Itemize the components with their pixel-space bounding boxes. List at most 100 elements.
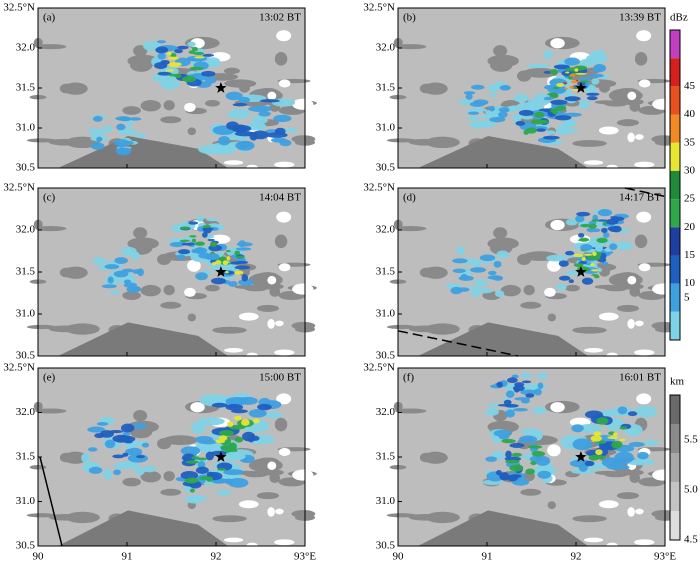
colorbar-segment: [670, 283, 680, 312]
terrain: [140, 284, 161, 297]
radar-echo: [505, 459, 520, 464]
radar-echo: [513, 407, 528, 412]
radar-echo: [572, 438, 593, 451]
radar-echo: [132, 423, 147, 430]
radar-echo: [581, 277, 594, 285]
x-tick-label: 91: [482, 551, 493, 563]
colorbar-segment: [670, 311, 680, 340]
radar-echo: [505, 450, 512, 459]
terrain: [59, 267, 73, 278]
radar-echo: [101, 284, 117, 289]
radar-echo: [632, 458, 655, 464]
terrain: [386, 513, 417, 518]
radar-echo: [593, 431, 601, 437]
radar-echo: [496, 250, 509, 259]
radar-echo: [532, 406, 547, 414]
snow: [278, 263, 291, 272]
y-tick-label: 31.0: [376, 495, 396, 507]
radar-echo: [87, 426, 106, 433]
radar-echo: [252, 418, 260, 424]
radar-echo: [507, 377, 518, 384]
y-tick-label: 31.0: [376, 122, 396, 134]
colorbar-tick-label: 5.0: [684, 484, 698, 496]
snow: [606, 164, 618, 170]
radar-echo: [521, 380, 532, 384]
terrain: [386, 324, 417, 330]
snow: [627, 132, 635, 143]
y-tick-label: 31.5: [16, 82, 36, 94]
terrain: [493, 227, 508, 239]
radar-echo: [220, 445, 231, 451]
snow: [223, 348, 244, 353]
radar-echo: [125, 141, 134, 145]
radar-echo: [591, 78, 600, 85]
radar-echo: [479, 254, 496, 262]
radar-echo: [88, 447, 98, 452]
solid-line: [39, 456, 63, 547]
terrain: [234, 284, 260, 289]
radar-echo: [569, 86, 575, 89]
panel-time: 14:17 BT: [619, 192, 661, 204]
radar-echo: [533, 388, 542, 396]
radar-echo: [597, 209, 613, 217]
radar-echo: [577, 239, 589, 242]
x-tick-label: 92: [571, 551, 582, 563]
radar-echo: [279, 139, 292, 147]
radar-echo: [180, 470, 199, 480]
y-tick-label: 32.0: [16, 224, 36, 236]
radar-echo: [168, 73, 178, 77]
radar-echo: [580, 243, 593, 251]
radar-echo: [206, 471, 215, 476]
radar-echo: [575, 215, 585, 223]
terrain: [212, 326, 247, 334]
radar-echo: [170, 52, 177, 58]
terrain: [274, 417, 288, 432]
terrain: [48, 325, 82, 333]
radar-echo: [565, 218, 578, 226]
radar-echo: [578, 76, 593, 81]
terrain: [594, 470, 620, 475]
radar-echo: [232, 103, 248, 107]
radar-echo: [514, 397, 531, 401]
snow: [652, 98, 674, 110]
radar-echo: [174, 48, 183, 54]
radar-echo: [209, 241, 218, 247]
radar-echo: [118, 116, 132, 122]
radar-echo: [611, 440, 623, 449]
terrain: [594, 284, 620, 289]
radar-echo: [113, 270, 129, 278]
colorbar-segment: [670, 199, 680, 228]
radar-echo: [497, 403, 511, 407]
radar-echo: [525, 393, 535, 398]
x-tick-label: 93°E: [294, 551, 316, 563]
colorbar-segment: [670, 395, 680, 424]
terrain: [256, 304, 279, 312]
terrain: [395, 226, 427, 232]
radar-echo: [178, 249, 191, 255]
radar-echo: [248, 409, 267, 418]
terrain: [408, 138, 442, 146]
colorbar-tick-label: 40: [684, 108, 696, 120]
radar-echo: [614, 241, 634, 251]
radar-echo: [498, 434, 510, 440]
terrain: [487, 54, 519, 68]
snow: [267, 507, 275, 517]
radar-echo: [189, 235, 197, 238]
radar-echo: [558, 275, 571, 281]
radar-echo: [520, 389, 537, 395]
terrain: [274, 234, 288, 249]
snow: [635, 134, 644, 140]
snow: [274, 539, 295, 546]
panel: (f) 16:01 BT 32.5°N 32.0 31.5 31.0 30.590 91 92 9…: [363, 362, 677, 563]
snow: [187, 259, 201, 272]
radar-echo: [192, 51, 205, 55]
snow: [223, 160, 244, 165]
snow: [276, 211, 292, 223]
radar-echo: [601, 261, 609, 266]
y-tick-label: 32.5°N: [363, 2, 395, 14]
radar-echo: [225, 404, 244, 411]
radar-echo: [110, 290, 120, 295]
terrain: [163, 284, 175, 296]
terrain: [122, 106, 141, 115]
terrain: [291, 135, 316, 143]
